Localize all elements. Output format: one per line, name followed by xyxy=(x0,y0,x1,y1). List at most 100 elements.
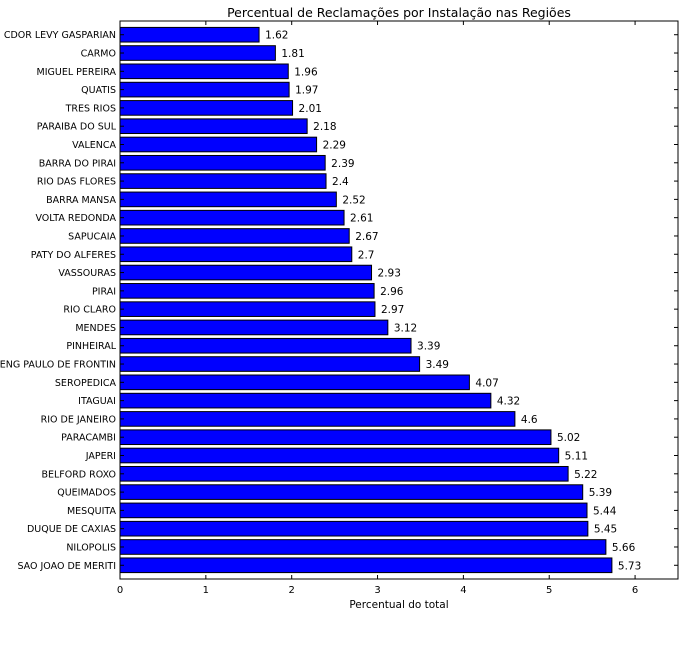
bar xyxy=(119,465,569,482)
category-label: CDOR LEVY GASPARIAN xyxy=(4,30,116,41)
bar xyxy=(119,100,294,116)
chart-title: Percentual de Reclamações por Instalação… xyxy=(227,5,571,20)
bar xyxy=(119,557,613,574)
category-axis-labels: CDOR LEVY GASPARIAN CARMO MIGUEL PEREIRA QU… xyxy=(0,30,117,572)
bar-value-label: 1.81 xyxy=(281,48,304,60)
category-label: ITAGUAI xyxy=(78,396,116,407)
category-label: SEROPEDICA xyxy=(55,378,117,389)
bar xyxy=(119,520,589,537)
bar-value-label: 3.39 xyxy=(417,341,440,353)
x-tick-label: 2 xyxy=(289,585,295,596)
x-tick-label: 5 xyxy=(546,585,552,596)
bar-value-label: 4.6 xyxy=(521,414,538,426)
bar-value-label: 5.66 xyxy=(612,542,636,554)
category-label: TRES RIOS xyxy=(65,103,116,114)
category-label: RIO DE JANEIRO xyxy=(41,414,116,425)
category-label: PATY DO ALFERES xyxy=(31,250,116,261)
bar-value-label: 2.18 xyxy=(313,121,336,133)
bar-value-label: 2.4 xyxy=(332,176,349,188)
bar-value-label: 2.52 xyxy=(342,194,365,206)
bar-value-label: 5.02 xyxy=(557,432,580,444)
x-tick-label: 4 xyxy=(460,585,466,596)
bar-value-label: 2.7 xyxy=(358,249,375,261)
x-tick-label: 0 xyxy=(117,585,123,596)
bar-value-label: 2.29 xyxy=(323,139,346,151)
category-label: BELFORD ROXO xyxy=(41,469,116,480)
bar-value-label: 2.97 xyxy=(381,304,404,316)
bar xyxy=(119,154,326,171)
bar-value-label: 2.01 xyxy=(299,103,322,115)
bar xyxy=(119,136,318,153)
category-label: PINHEIRAL xyxy=(66,341,116,352)
category-label: QUATIS xyxy=(81,85,116,96)
bar xyxy=(119,539,607,555)
category-label: VALENCA xyxy=(72,140,116,151)
bar xyxy=(119,228,350,244)
bar-value-label: 2.61 xyxy=(350,213,373,225)
category-label: PARAIBA DO SUL xyxy=(37,122,117,133)
category-label: PARACAMBI xyxy=(61,433,116,444)
bar-value-label: 5.39 xyxy=(589,487,612,499)
bar xyxy=(119,246,353,263)
bar-value-label: 1.97 xyxy=(295,85,318,97)
bar xyxy=(119,301,376,317)
bar-value-label: 5.22 xyxy=(574,469,597,481)
bar xyxy=(119,63,289,80)
x-tick-label: 6 xyxy=(632,585,638,596)
x-tick-label: 3 xyxy=(374,585,380,596)
category-label: BARRA DO PIRAI xyxy=(39,158,116,169)
bar xyxy=(119,264,373,281)
bar-value-label: 4.07 xyxy=(475,377,498,389)
bar-value-label: 5.73 xyxy=(618,560,641,572)
bar xyxy=(119,45,276,61)
category-label: MESQUITA xyxy=(67,506,117,517)
category-label: QUEIMADOS xyxy=(57,488,116,499)
bar xyxy=(119,26,260,43)
bar-value-label: 1.96 xyxy=(294,66,318,78)
bar-value-label: 4.32 xyxy=(497,396,520,408)
bar-series xyxy=(119,26,613,574)
category-label: JAPERI xyxy=(85,451,116,462)
category-label: RIO CLARO xyxy=(63,305,116,316)
bar-value-label: 2.39 xyxy=(331,158,354,170)
bar-value-label: 5.45 xyxy=(594,524,617,536)
category-label: PIRAI xyxy=(92,286,116,297)
bar xyxy=(119,337,412,354)
bar xyxy=(119,118,308,135)
bar xyxy=(119,283,375,299)
bar xyxy=(119,81,290,98)
bar xyxy=(119,191,337,208)
bar-value-label: 2.96 xyxy=(380,286,404,298)
bar-value-label: 1.62 xyxy=(265,30,288,42)
bar xyxy=(119,429,552,446)
bar-value-label: 3.49 xyxy=(426,359,449,371)
bar-value-label: 2.93 xyxy=(378,268,401,280)
category-label: RIO DAS FLORES xyxy=(37,177,116,188)
bar xyxy=(119,173,327,189)
bar-value-label: 5.11 xyxy=(565,451,588,463)
bar xyxy=(119,447,560,464)
category-label: MIGUEL PEREIRA xyxy=(37,67,117,78)
bar xyxy=(119,411,516,427)
category-label: SAPUCAIA xyxy=(68,231,116,242)
category-label: NILOPOLIS xyxy=(66,542,116,553)
bar xyxy=(119,356,421,372)
category-label: VASSOURAS xyxy=(58,268,116,279)
bar xyxy=(119,484,584,500)
category-label: DUQUE DE CAXIAS xyxy=(27,524,116,535)
category-label: MENDES xyxy=(75,323,116,334)
bar xyxy=(119,209,345,226)
bar xyxy=(119,319,389,336)
bar xyxy=(119,374,470,391)
x-tick-label: 1 xyxy=(203,585,209,596)
category-label: SAO JOAO DE MERITI xyxy=(17,561,116,572)
bar xyxy=(119,392,492,409)
category-label: VOLTA REDONDA xyxy=(35,213,116,224)
x-axis-ticks: 0 1 2 3 4 5 6 xyxy=(117,21,678,596)
bar-value-label: 5.44 xyxy=(593,505,617,517)
bar-value-labels: 1.62 1.81 1.96 1.97 2.01 2.18 2.29 2.39 2.4 2.52 2… xyxy=(265,30,641,573)
plot-area-frame xyxy=(119,20,679,580)
category-label: BARRA MANSA xyxy=(46,195,116,206)
category-label: CARMO xyxy=(81,49,116,60)
